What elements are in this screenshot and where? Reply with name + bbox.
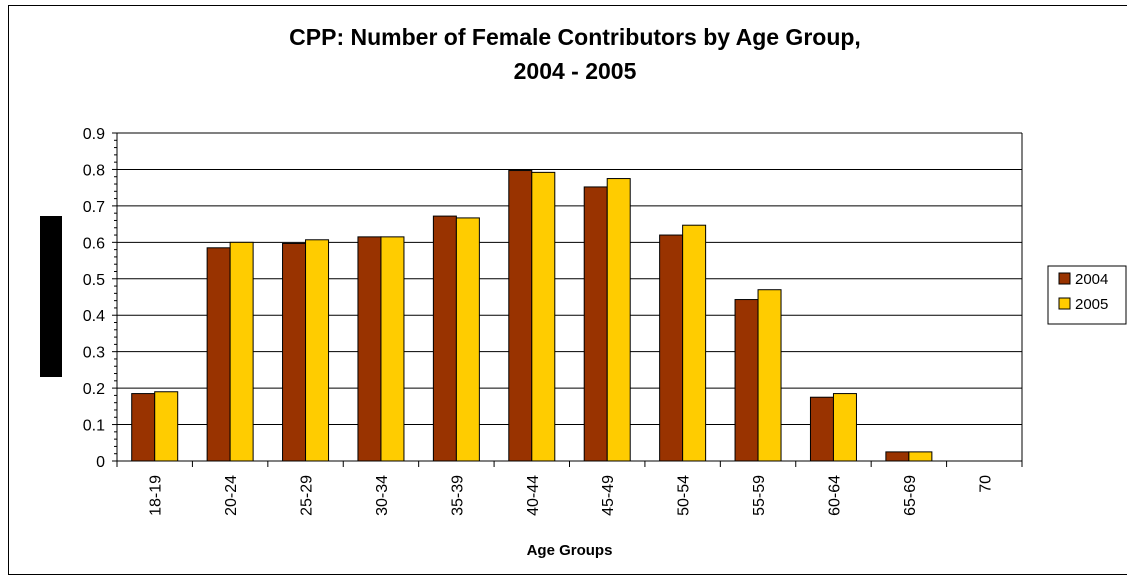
y-tick-label: 0.6 [83, 235, 105, 252]
bar-2004-50-54 [659, 234, 684, 462]
legend-swatch-2004 [1058, 272, 1071, 285]
x-tick-label: 18-19 [148, 475, 165, 516]
bar-2005-40-44 [531, 171, 556, 462]
chart-title: CPP: Number of Female Contributors by Ag… [0, 20, 1127, 88]
y-tick-label: 0.4 [83, 308, 105, 325]
chart-title-line2: 2004 - 2005 [513, 58, 637, 84]
y-tick-label: 0.7 [83, 199, 105, 216]
x-tick-label: 45-49 [600, 475, 617, 516]
bar-2004-30-34 [357, 236, 382, 462]
y-tick-label: 0.5 [83, 272, 105, 289]
bar-2004-40-44 [508, 170, 533, 462]
bar-2004-18-19 [131, 393, 156, 462]
x-tick-label: 60-64 [826, 475, 843, 516]
bar-2004-25-29 [282, 242, 307, 462]
bars [131, 170, 933, 462]
x-tick-label: 40-44 [525, 475, 542, 516]
legend-swatch-2005 [1058, 297, 1071, 310]
x-tick-label: 65-69 [902, 475, 919, 516]
y-tick-label: 0.3 [83, 345, 105, 362]
x-tick-label: 50-54 [676, 475, 693, 516]
x-tick-label: 20-24 [223, 475, 240, 516]
legend-label-2004: 2004 [1075, 271, 1108, 288]
bar-2004-65-69 [885, 451, 910, 462]
x-tick-label: 70 [977, 475, 994, 493]
y-axis-label-block [40, 216, 62, 377]
x-tick-label: 30-34 [374, 475, 391, 516]
bar-2005-20-24 [229, 241, 254, 462]
y-tick-label: 0.1 [83, 418, 105, 435]
bar-2005-30-34 [380, 236, 405, 462]
y-tick-label: 0 [96, 454, 105, 471]
x-tick-label: 35-39 [449, 475, 466, 516]
y-tick-label: 0.2 [83, 381, 105, 398]
gridlines [117, 132, 1022, 426]
legend-label-2005: 2005 [1075, 296, 1108, 313]
bar-2005-65-69 [908, 451, 933, 462]
y-tick-label: 0.9 [83, 126, 105, 143]
legend: 2004 2005 [1047, 265, 1127, 325]
bar-2005-35-39 [455, 217, 480, 462]
bar-2004-20-24 [206, 247, 231, 462]
y-tick-label: 0.8 [83, 162, 105, 179]
bar-2005-60-64 [832, 393, 857, 462]
bar-2005-50-54 [682, 224, 707, 462]
bar-2004-45-49 [583, 186, 608, 462]
x-ticks: 18-19 20-24 25-29 30-34 35-39 40-44 45-49 50-54… [116, 461, 1023, 516]
bar-2005-45-49 [606, 178, 631, 462]
bar-2005-18-19 [154, 391, 179, 462]
bar-2004-35-39 [432, 215, 457, 462]
x-tick-label: 55-59 [751, 475, 768, 516]
bar-2005-55-59 [757, 289, 782, 462]
y-ticks: 0 0.1 0.2 0.3 0.4 0.5 0.6 0.7 0.8 0.9 [83, 126, 117, 471]
bar-2004-55-59 [734, 299, 759, 462]
bar-2005-25-29 [305, 239, 330, 462]
bar-chart: 0 0.1 0.2 0.3 0.4 0.5 0.6 0.7 0.8 0.9 18-19 20-24 2… [83, 126, 1127, 559]
bar-2004-60-64 [809, 396, 834, 462]
chart-frame [8, 5, 1127, 575]
x-tick-label: 25-29 [299, 475, 316, 516]
chart-title-line1: CPP: Number of Female Contributors by Ag… [289, 24, 861, 50]
x-axis-label: Age Groups [527, 542, 613, 559]
